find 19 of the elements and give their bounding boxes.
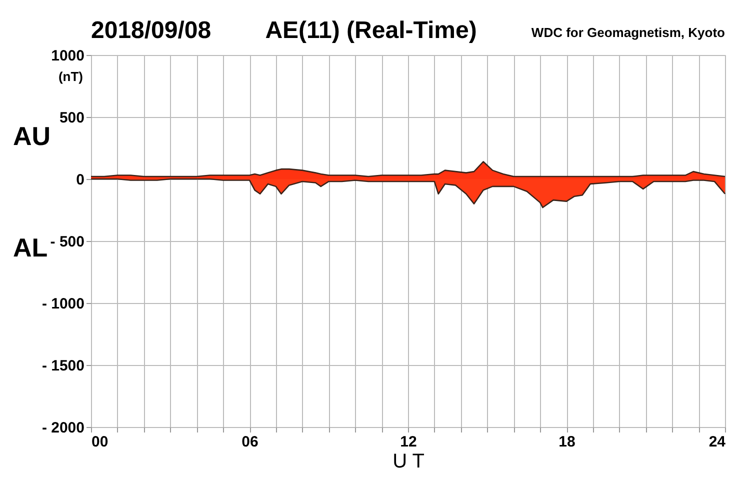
- x-tick-label: 00: [92, 434, 108, 450]
- y-tick-label: - 1500: [42, 358, 84, 374]
- y-tick-label: - 500: [50, 234, 84, 250]
- y-axis-title: (nT): [58, 69, 83, 84]
- series-label: AU: [13, 120, 51, 151]
- y-tick-label: 0: [76, 172, 84, 188]
- y-tick-label: 500: [59, 110, 84, 126]
- x-axis-title: U T: [392, 450, 424, 472]
- x-tick-label: 24: [708, 434, 726, 450]
- text: WDC for Geomagnetism, Kyoto: [531, 25, 726, 40]
- text: AL: [13, 232, 48, 262]
- x-tick-label: 18: [558, 434, 576, 450]
- text: 2018/09/08: [91, 17, 212, 44]
- x-tick-label: 06: [242, 434, 258, 450]
- chart-title: AE(11) (Real-Time): [265, 17, 477, 44]
- y-tick-label: - 1000: [42, 296, 84, 312]
- x-tick-label: 12: [400, 434, 417, 450]
- y-tick-label: - 2000: [42, 420, 84, 436]
- y-tick-label: 1000: [51, 48, 84, 64]
